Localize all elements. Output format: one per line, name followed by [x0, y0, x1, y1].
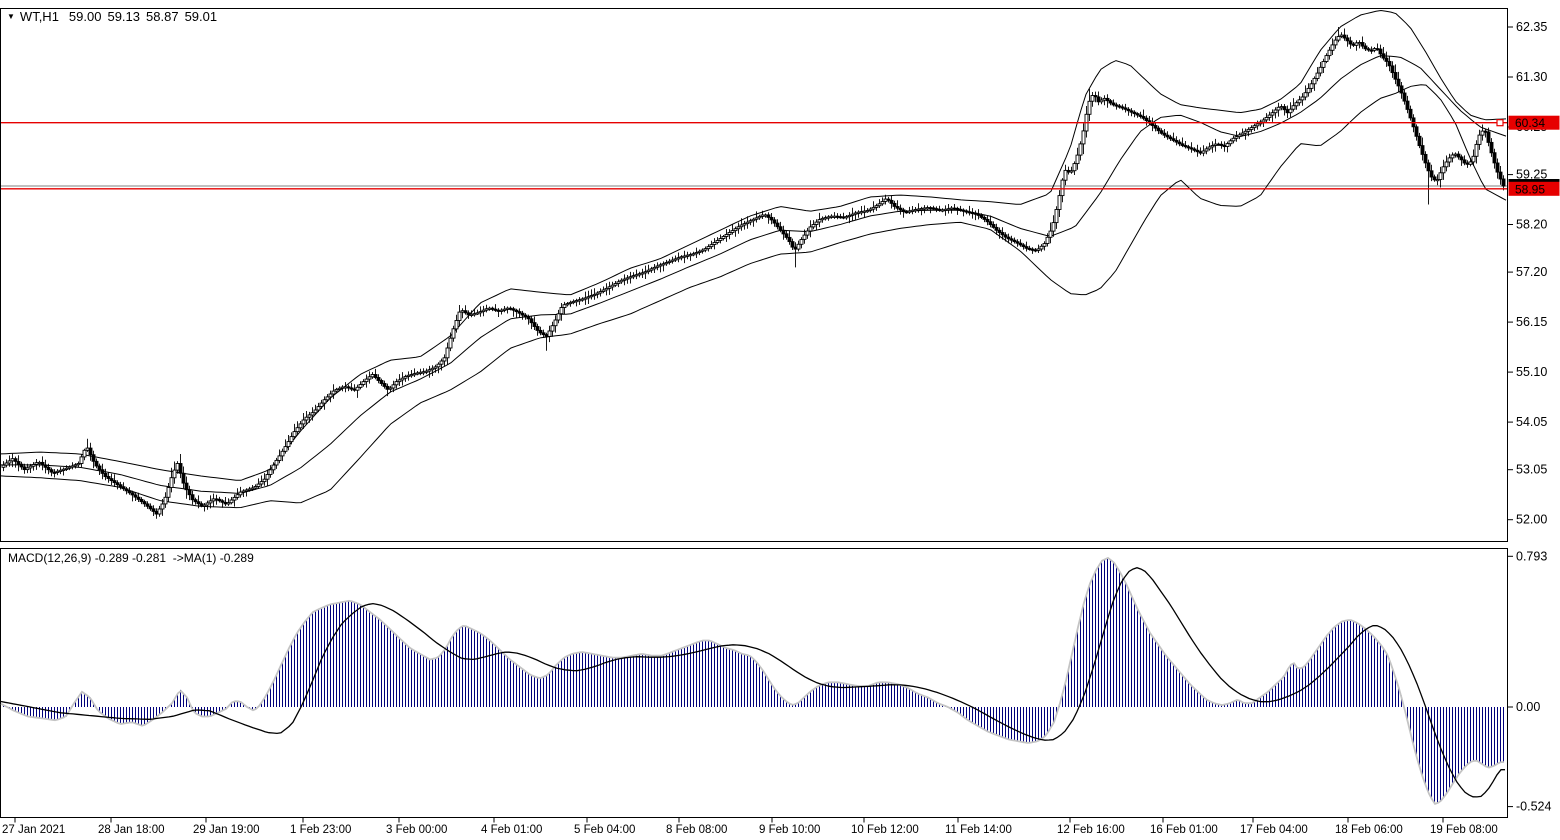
price-panel[interactable] [0, 9, 1507, 519]
macd-panel[interactable] [0, 556, 1505, 805]
macd-indicator-label: MACD(12,26,9) -0.289 -0.281 ->MA(1) -0.2… [8, 551, 254, 565]
upper-red-line-handle[interactable] [1496, 119, 1504, 127]
time-tick-label: 27 Jan 2021 [2, 824, 65, 836]
upper-red-line-badge-label: 60.34 [1515, 116, 1545, 130]
time-tick-label: 10 Feb 12:00 [851, 824, 919, 836]
time-tick-label: 5 Feb 04:00 [574, 824, 635, 836]
upper-red-line-badge [1508, 115, 1560, 130]
collapse-triangle-icon[interactable]: ▼ [7, 12, 15, 21]
lower-red-line-badge-label: 58.95 [1515, 182, 1545, 196]
price-tick-label: 61.30 [1516, 70, 1547, 84]
quote-open: 59.00 [68, 9, 102, 24]
macd-signal-line [0, 567, 1505, 798]
lower-red-line-badge [1508, 181, 1560, 196]
macd-histogram [3, 558, 1504, 804]
price-tick-label: 62.35 [1516, 20, 1547, 34]
price-tick-label: 53.05 [1516, 463, 1547, 477]
time-tick-label: 18 Feb 06:00 [1335, 824, 1403, 836]
time-tick-label: 4 Feb 01:00 [481, 824, 542, 836]
symbol-label: WT,H1 [19, 9, 59, 24]
price-tick-label: 56.15 [1516, 315, 1547, 329]
time-tick-label: 11 Feb 14:00 [945, 824, 1012, 836]
time-tick-label: 8 Feb 08:00 [666, 824, 727, 836]
time-tick-label: 9 Feb 10:00 [759, 824, 820, 836]
time-tick-label: 29 Jan 19:00 [193, 824, 260, 836]
price-axis[interactable]: 62.3561.3060.2559.2558.2057.2056.1555.10… [1508, 20, 1560, 527]
macd-panel-frame[interactable] [0, 548, 1508, 818]
time-tick-label: 28 Jan 18:00 [98, 824, 165, 836]
price-tick-label: 52.00 [1516, 513, 1547, 527]
horizontal-level-lines[interactable] [1, 119, 1507, 190]
time-axis[interactable]: 27 Jan 2021 28 Jan 18:00 29 Jan 19:00 1 Feb… [2, 818, 1498, 836]
price-tick-label: 54.05 [1516, 415, 1547, 429]
quote-low: 58.87 [146, 9, 179, 24]
price-panel-frame[interactable] [0, 8, 1508, 542]
price-tick-label: 59.25 [1516, 168, 1547, 182]
price-tick-label: 57.20 [1516, 265, 1547, 279]
time-tick-label: 19 Feb 08:00 [1430, 824, 1498, 836]
time-tick-label: 12 Feb 16:00 [1057, 824, 1125, 836]
candles [1, 27, 1506, 519]
bollinger-middle [1, 55, 1507, 494]
price-tick-label: 58.20 [1516, 218, 1547, 232]
macd-tick-label: -0.524 [1516, 800, 1551, 814]
price-tick-label: 55.10 [1516, 365, 1547, 379]
quote-high: 59.13 [107, 9, 141, 24]
macd-tick-label: 0.00 [1516, 700, 1540, 714]
time-tick-label: 1 Feb 23:00 [290, 824, 351, 836]
macd-axis[interactable]: 0.793 0.00 -0.524 [1508, 549, 1551, 814]
bollinger-lower [0, 84, 1507, 509]
time-tick-label: 3 Feb 00:00 [386, 824, 447, 836]
macd-line [0, 556, 1504, 805]
time-tick-label: 17 Feb 04:00 [1240, 824, 1308, 836]
panel-frames [0, 8, 1508, 818]
time-tick-label: 16 Feb 01:00 [1150, 824, 1218, 836]
macd-tick-label: 0.793 [1516, 549, 1547, 563]
bollinger-upper [0, 9, 1507, 481]
symbol-quote-bar: ▼ WT,H1 59.00 59.13 58.87 59.01 [7, 9, 223, 24]
quote-close: 59.01 [184, 9, 218, 24]
